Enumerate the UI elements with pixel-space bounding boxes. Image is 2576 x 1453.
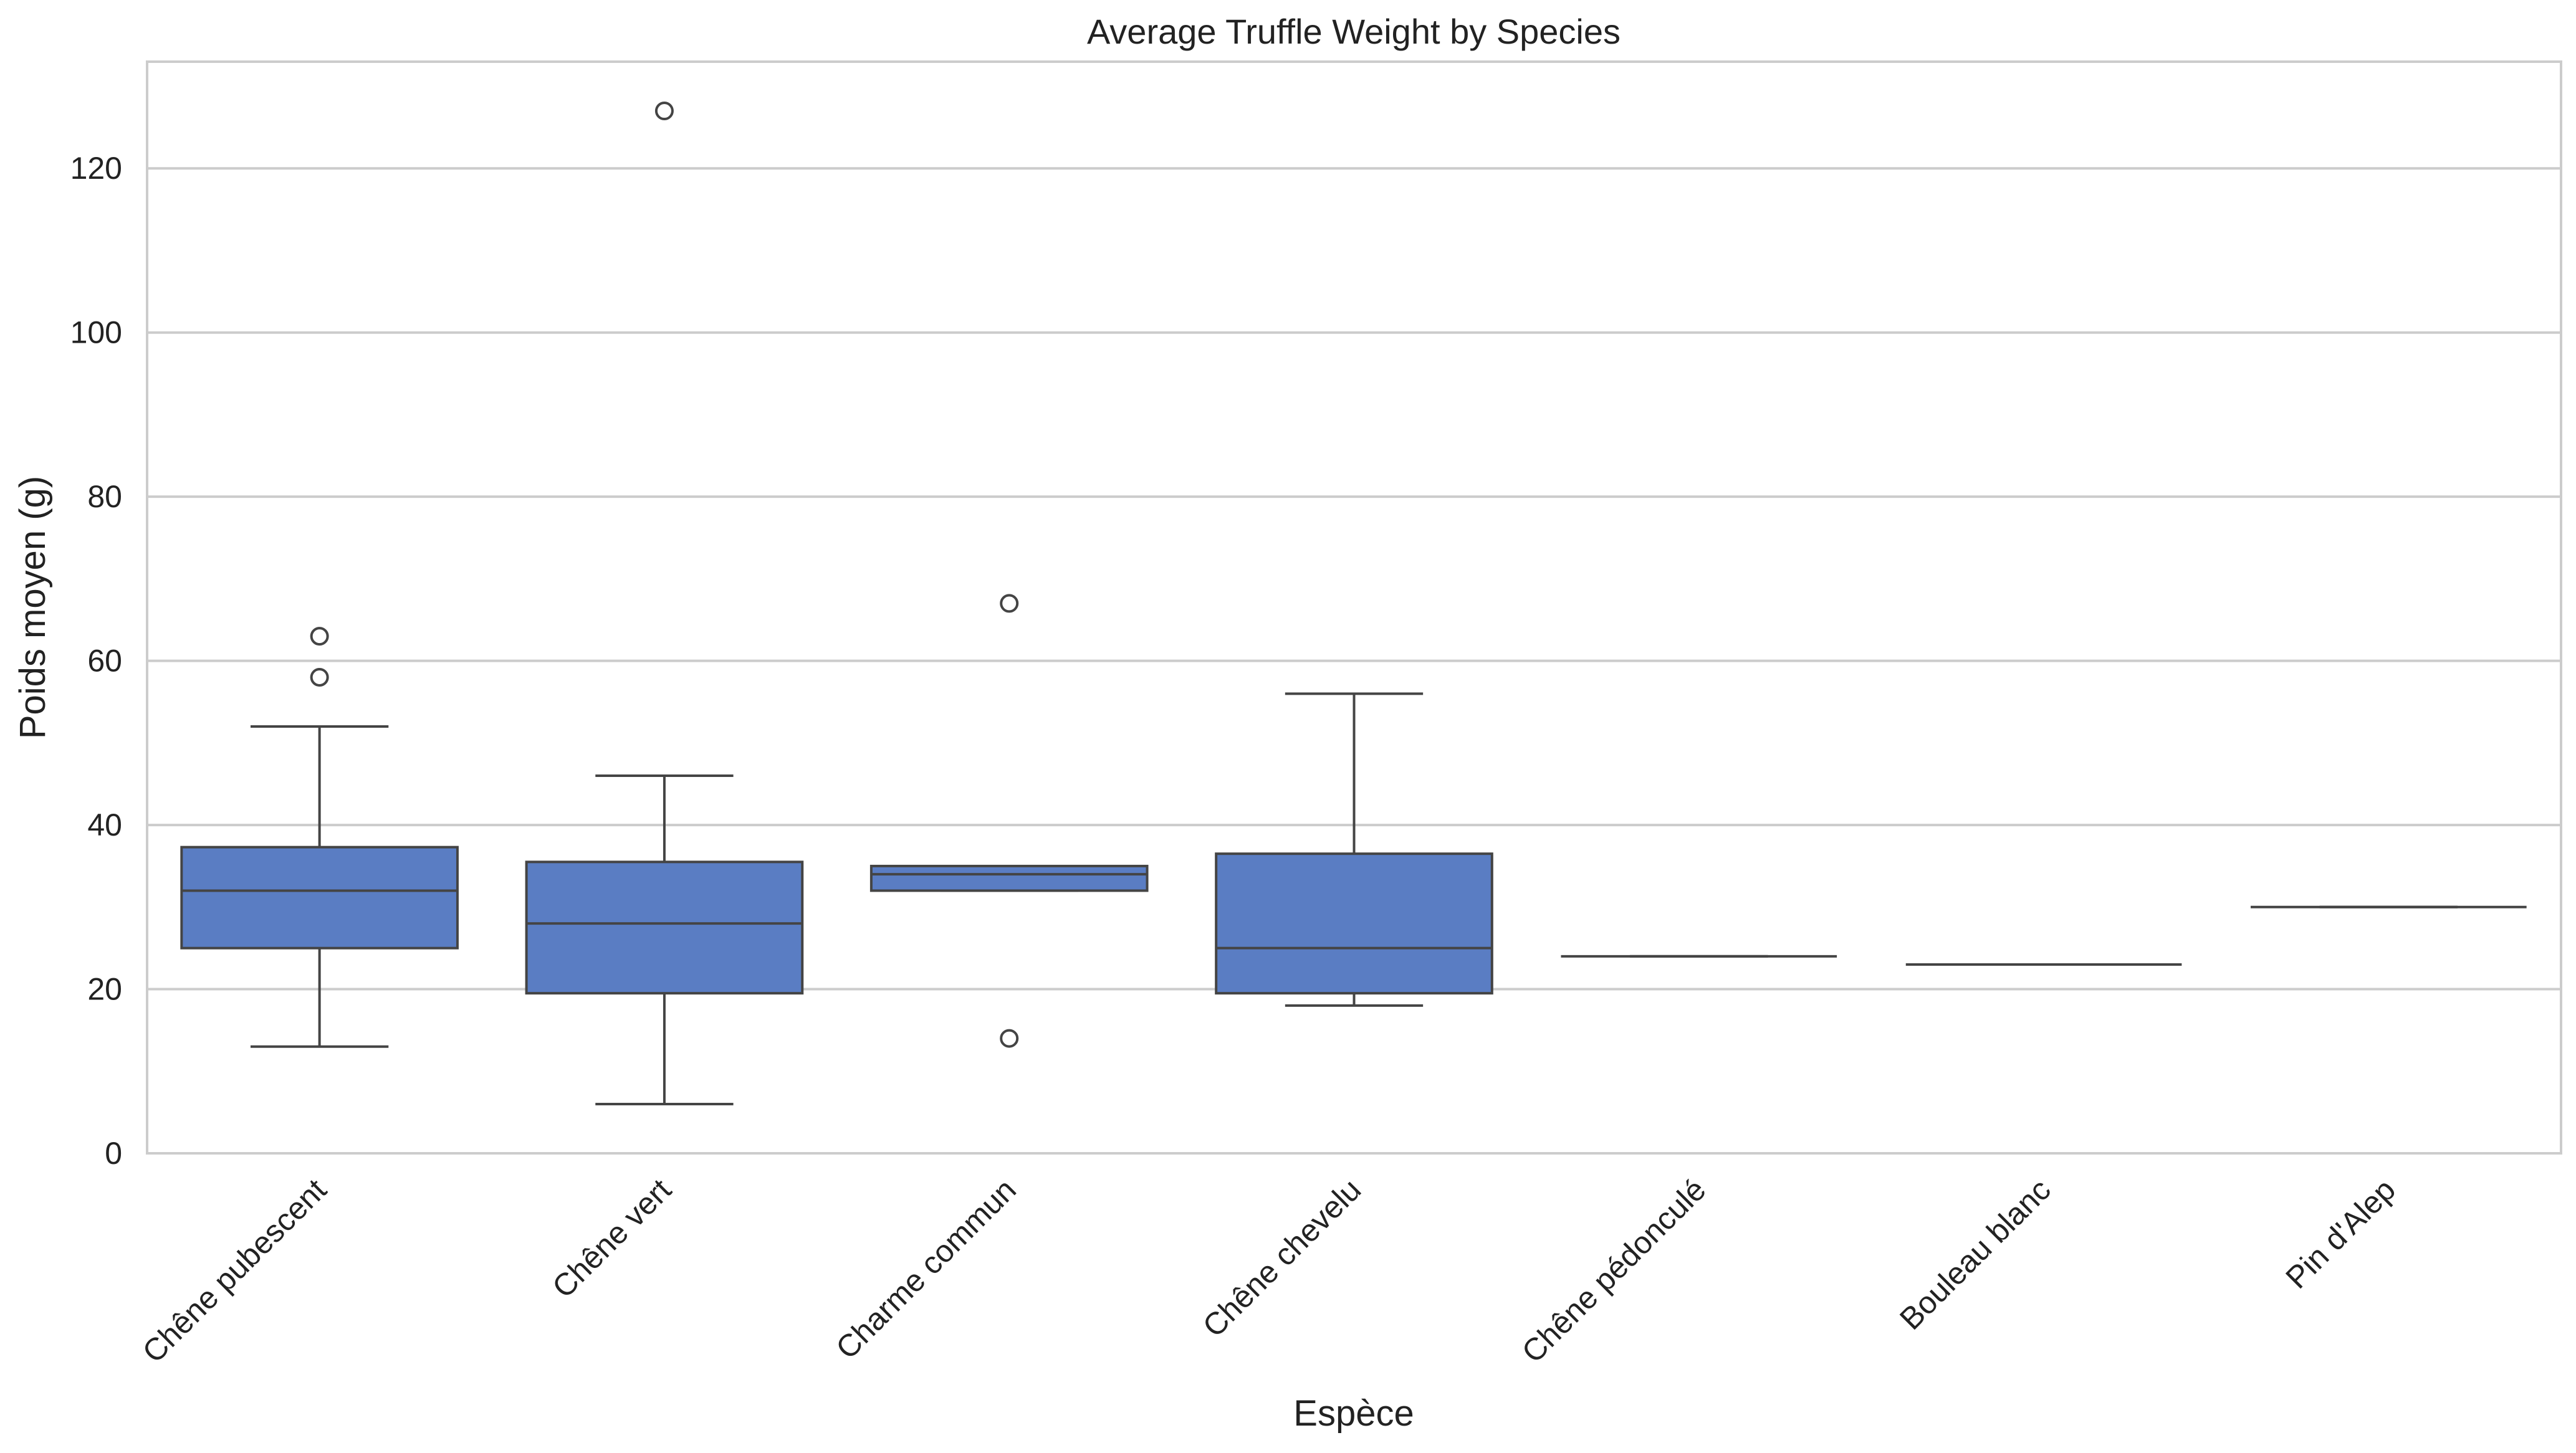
outlier-point <box>1000 1029 1019 1048</box>
x-axis-ticks: Chêne pubescent Chêne vert Charme commun Ch… <box>136 1172 2402 1370</box>
y-tick-label: 120 <box>70 151 122 186</box>
chart-title: Average Truffle Weight by Species <box>1087 12 1621 51</box>
x-tick-label: Chêne vert <box>545 1172 678 1305</box>
x-axis-label: Espèce <box>1293 1393 1414 1434</box>
y-axis-label: Poids moyen (g) <box>12 476 53 739</box>
x-tick-label: Pin d'Alep <box>2279 1172 2402 1295</box>
box-group <box>1215 692 1493 1007</box>
x-tick-label: Chêne chevelu <box>1196 1172 1367 1343</box>
box-group <box>869 594 1149 1048</box>
x-tick-label: Chêne pédonculé <box>1515 1172 1713 1370</box>
outlier-point <box>310 667 329 687</box>
box-group <box>180 627 459 1048</box>
outlier-point <box>310 627 329 646</box>
x-tick-label: Chêne pubescent <box>136 1172 333 1370</box>
y-tick-label: 80 <box>87 479 122 514</box>
outlier-point <box>1000 594 1019 613</box>
outlier-point <box>654 102 674 121</box>
y-tick-label: 0 <box>105 1136 122 1171</box>
box-iqr <box>1215 852 1493 995</box>
box-iqr <box>869 864 1149 892</box>
box-group <box>525 102 804 1105</box>
y-tick-label: 40 <box>87 807 122 842</box>
x-tick-label: Charme commun <box>829 1172 1023 1366</box>
box-series <box>180 102 2527 1105</box>
y-tick-label: 100 <box>70 315 122 350</box>
y-tick-label: 20 <box>87 972 122 1007</box>
y-axis-ticks: 0 20 40 60 80 100 120 <box>70 151 122 1171</box>
x-tick-label: Bouleau blanc <box>1893 1172 2057 1336</box>
y-tick-label: 60 <box>87 644 122 679</box>
box-iqr <box>180 846 459 950</box>
box-iqr <box>525 860 804 995</box>
plot-frame <box>146 60 2562 1155</box>
